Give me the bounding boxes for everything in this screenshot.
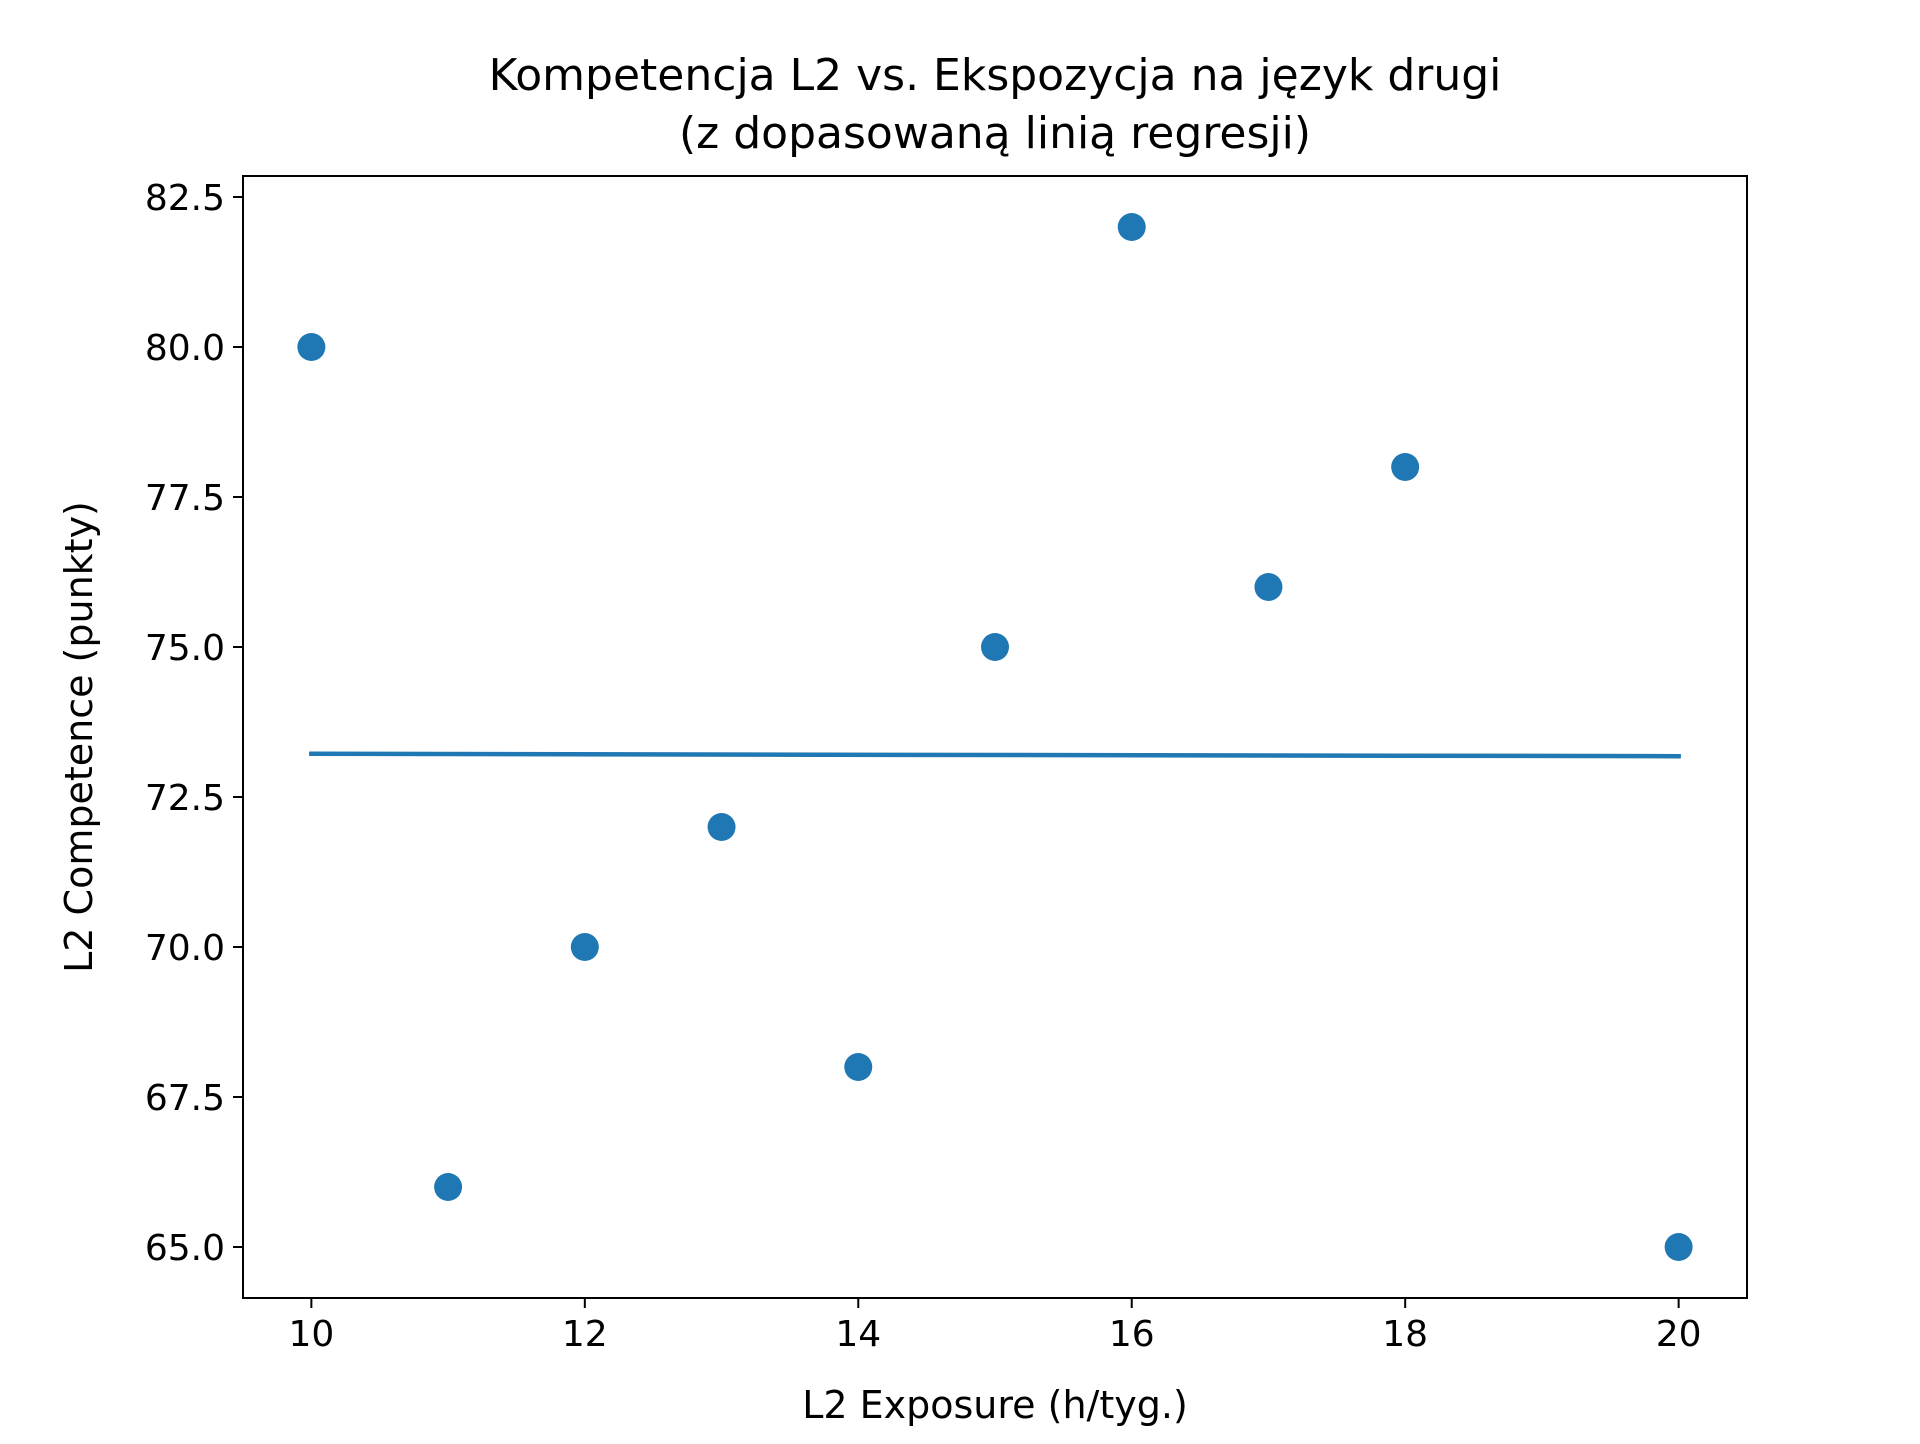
plot-area (297, 213, 1693, 1261)
x-axis-label: L2 Exposure (h/tyg.) (802, 1383, 1188, 1427)
y-tick-label: 82.5 (145, 178, 225, 219)
x-tick-label: 16 (1109, 1314, 1155, 1355)
y-tick-label: 70.0 (145, 928, 225, 969)
y-axis-label: L2 Competence (punkty) (57, 501, 101, 973)
scatter-point (1391, 453, 1420, 481)
scatter-point (707, 813, 736, 841)
y-tick-label: 77.5 (145, 478, 225, 519)
scatter-point (1664, 1233, 1693, 1261)
y-tick-label: 75.0 (145, 628, 225, 669)
x-tick-label: 20 (1656, 1314, 1702, 1355)
x-tick-label: 12 (562, 1314, 608, 1355)
y-tick-label: 72.5 (145, 778, 225, 819)
scatter-point (981, 633, 1009, 661)
chart-title-line-2: (z dopasowaną linią regresji) (679, 108, 1311, 159)
x-axis-ticks: 10 12 14 16 18 20 (288, 1298, 1702, 1355)
chart-title-line-1: Kompetencja L2 vs. Ekspozycja na język d… (489, 50, 1502, 101)
scatter-point (1117, 213, 1146, 241)
axes-frame (242, 175, 1748, 1299)
y-tick-label: 65.0 (145, 1228, 225, 1269)
scatter-point (1254, 573, 1283, 601)
y-axis-ticks: 65.0 67.5 70.0 72.5 75.0 77.5 80.0 82.5 (145, 178, 243, 1269)
x-tick-label: 10 (288, 1314, 334, 1355)
y-tick-label: 80.0 (145, 328, 225, 369)
x-tick-label: 14 (835, 1314, 881, 1355)
y-tick-label: 67.5 (145, 1078, 225, 1119)
scatter-point (434, 1173, 463, 1201)
scatter-point (844, 1053, 873, 1081)
regression-line (309, 751, 1681, 759)
scatter-point (297, 333, 326, 361)
scatter-point (570, 933, 599, 961)
x-tick-label: 18 (1382, 1314, 1428, 1355)
